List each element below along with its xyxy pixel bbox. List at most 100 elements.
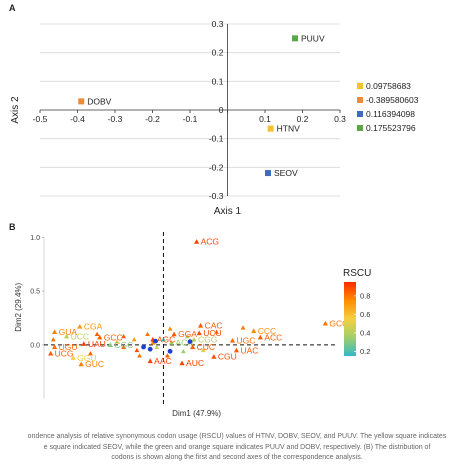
x-tick-label: -0.2 bbox=[145, 114, 160, 124]
legend-entry: 0.175523796 bbox=[366, 123, 416, 133]
codon-point-ucc bbox=[63, 333, 70, 339]
b-x-axis-title: Dim1 (47.9%) bbox=[172, 409, 221, 418]
point-htnv bbox=[267, 125, 274, 132]
codon-label-ucu: UCU bbox=[203, 328, 221, 338]
codon-label-ugc: UGC bbox=[236, 336, 255, 346]
colorbar-title: RSCU bbox=[343, 268, 371, 279]
codon-label-cgc: CGC bbox=[114, 340, 133, 350]
codon-point bbox=[121, 344, 127, 349]
point-label-puuv: PUUV bbox=[301, 33, 325, 43]
codon-label-uac: UAC bbox=[240, 345, 258, 355]
codon-label-acg: ACG bbox=[201, 237, 219, 247]
codon-point bbox=[121, 333, 127, 339]
codon-point bbox=[50, 337, 56, 342]
legend-swatch bbox=[357, 83, 363, 89]
figure-caption: ondence analysis of relative synonymous … bbox=[0, 432, 474, 464]
panel-letter-a: A bbox=[9, 3, 16, 13]
codon-point-gua bbox=[52, 329, 58, 335]
codon-point bbox=[131, 337, 137, 342]
codon-point-ugc bbox=[229, 337, 236, 343]
b-y-axis-title: Dim2 (29.4%) bbox=[14, 282, 23, 331]
caption-line-1: ondence analysis of relative synonymous … bbox=[27, 433, 447, 440]
x-tick-label: -0.4 bbox=[70, 114, 85, 124]
codon-point bbox=[114, 339, 120, 344]
codon-label-uau: UAU bbox=[88, 339, 106, 349]
colorbar bbox=[344, 282, 356, 356]
codon-label-gua: GUA bbox=[59, 327, 78, 337]
codon-point bbox=[200, 347, 206, 353]
y-tick-label: -0.1 bbox=[209, 134, 224, 144]
codon-point bbox=[165, 353, 170, 358]
x-tick-label: -0.1 bbox=[183, 114, 198, 124]
codon-label-cac: CAC bbox=[205, 321, 223, 331]
codon-label-gcc: GCC bbox=[104, 332, 123, 342]
codon-point bbox=[137, 353, 142, 358]
codon-point-ccc bbox=[251, 328, 257, 333]
codon-point-cgc bbox=[107, 342, 113, 347]
codon-label-ucg: UCG bbox=[55, 348, 74, 358]
panel-letter-b: B bbox=[9, 222, 16, 232]
codon-point-gcg bbox=[322, 320, 328, 326]
point-puuv bbox=[292, 35, 298, 42]
codon-point-auc bbox=[179, 360, 185, 366]
codon-label-acc: ACC bbox=[264, 332, 282, 342]
codon-point bbox=[154, 344, 160, 349]
colorbar-tick-label: 0.8 bbox=[360, 291, 370, 300]
x-tick-label: 0.1 bbox=[259, 114, 271, 124]
codon-point bbox=[167, 326, 173, 331]
caption-line-3: codons is shown along the first and seco… bbox=[111, 454, 363, 461]
codon-point bbox=[184, 333, 190, 339]
y-axis-title: Axis 2 bbox=[10, 96, 21, 124]
codon-point-acg bbox=[168, 340, 175, 345]
codon-label-agc: AGC bbox=[157, 335, 175, 345]
codon-point bbox=[145, 331, 150, 337]
x-tick-label: -0.3 bbox=[108, 114, 123, 124]
y-tick-label: -0.2 bbox=[209, 162, 224, 172]
legend-entry: -0.389580603 bbox=[366, 95, 419, 105]
codon-point bbox=[214, 329, 219, 334]
codon-point-uac bbox=[233, 347, 240, 353]
codon-point-cac bbox=[198, 322, 204, 328]
codon-point-aac bbox=[147, 358, 153, 364]
x-tick-label: 0.3 bbox=[334, 114, 346, 124]
y-tick-label: -0.3 bbox=[209, 191, 224, 201]
colorbar-tick-label: 0.2 bbox=[360, 347, 370, 356]
codon-point-cuc bbox=[190, 344, 196, 350]
codon-label-ugu: UGU bbox=[59, 342, 78, 352]
codon-point-gcc bbox=[97, 334, 103, 340]
codon-point-guc bbox=[78, 361, 84, 367]
legend-entry: 0.116394098 bbox=[366, 109, 415, 119]
codon-point bbox=[134, 347, 140, 353]
codon-label-guc: GUC bbox=[85, 359, 104, 369]
b-y-tick-label: 0.5 bbox=[30, 289, 40, 296]
legend-swatch bbox=[357, 97, 363, 103]
x-axis-title: Axis 1 bbox=[214, 206, 242, 217]
codon-point bbox=[94, 331, 100, 337]
colorbar-tick-label: 0.6 bbox=[360, 310, 370, 319]
y-tick-label: 0 bbox=[219, 105, 224, 115]
codon-label-ggu: GGU bbox=[77, 353, 96, 363]
codon-point bbox=[240, 325, 246, 330]
point-label-htnv: HTNV bbox=[277, 124, 300, 134]
point-label-dobv: DOBV bbox=[87, 96, 111, 106]
codon-label-cuc: CUC bbox=[197, 342, 215, 352]
panel-a-chart: -0.5 -0.4 -0.3 -0.2 -0.1 0.1 0.2 0.3 0.3 0.2 0.1 0 -… bbox=[10, 19, 419, 217]
codon-point-gga bbox=[171, 331, 177, 337]
virus-marker bbox=[147, 346, 153, 352]
codon-point-ucg bbox=[48, 350, 54, 356]
codon-label-acg: ACG bbox=[175, 338, 193, 348]
codon-point-ucu bbox=[196, 330, 202, 336]
virus-marker bbox=[153, 338, 158, 344]
codon-label-auc: AUC bbox=[186, 358, 204, 368]
x-tick-label: -0.5 bbox=[33, 114, 48, 124]
caption-line-2: e square indicated SEOV, while the green… bbox=[43, 443, 431, 451]
codon-point-cga bbox=[77, 324, 83, 329]
codon-point bbox=[150, 340, 156, 345]
codon-label-aac: AAC bbox=[154, 356, 171, 366]
codon-label-ccc: CCC bbox=[258, 326, 276, 336]
codon-label-cgg: CGG bbox=[198, 335, 217, 345]
b-y-tick-label: 0.0 bbox=[30, 342, 40, 349]
codon-point-acc bbox=[257, 334, 263, 340]
